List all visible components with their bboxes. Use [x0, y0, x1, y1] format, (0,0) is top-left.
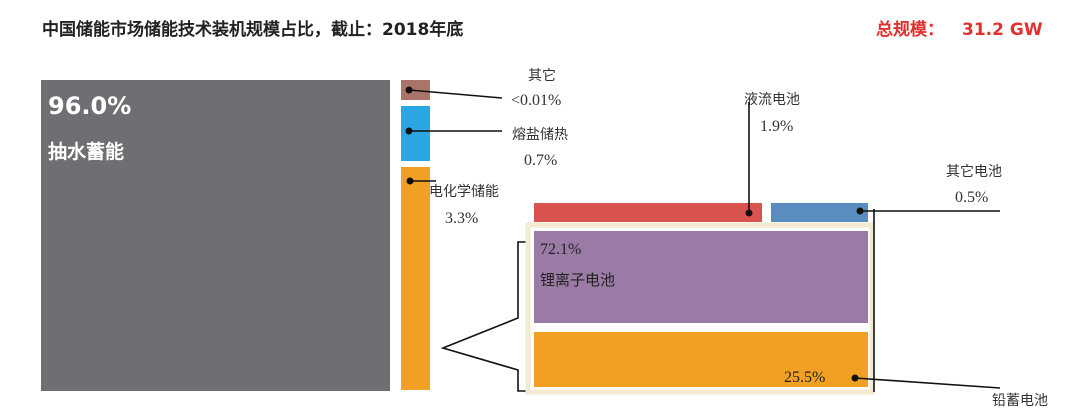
total-scale-value: 31.2 GW: [962, 20, 1043, 40]
segment-pumped-hydro: [41, 80, 390, 391]
zoom-connector: [440, 241, 528, 392]
segment-li-ion: [534, 231, 868, 323]
segment-electrochemical: [401, 167, 430, 390]
segment-lead-acid-value: 25.5%: [784, 369, 825, 386]
segment-other-battery-label: 其它电池: [946, 163, 1002, 180]
segment-electrochemical-value: 3.3%: [445, 210, 478, 227]
breakdown-panel-frame: [525, 222, 875, 395]
segment-other-battery-value: 0.5%: [955, 189, 988, 206]
segment-molten-salt-label: 熔盐储热: [512, 127, 568, 143]
segment-molten-salt-value: 0.7%: [524, 152, 557, 169]
leader-line-lead-acid: [854, 377, 1001, 389]
segment-electrochemical-label: 电化学储能: [429, 184, 499, 200]
leader-line-other: [408, 89, 503, 99]
segment-pumped-hydro-value: 96.0%: [48, 92, 131, 120]
segment-lead-acid: [534, 332, 868, 387]
segment-flow-battery-label: 液流电池: [744, 92, 800, 108]
segment-flow-battery: [534, 203, 762, 222]
segment-li-ion-label: 锂离子电池: [540, 271, 615, 289]
total-scale-label: 总规模：: [876, 19, 944, 40]
segment-other-label: 其它: [528, 67, 556, 84]
segment-pumped-hydro-label: 抽水蓄能: [48, 140, 124, 163]
chart-title: 中国储能市场储能技术装机规模占比，截止：2018年底: [42, 19, 463, 40]
segment-other-value: <0.01%: [511, 92, 561, 109]
segment-molten-salt: [401, 106, 430, 161]
segment-lead-acid-label: 铅蓄电池: [992, 393, 1048, 409]
segment-flow-battery-value: 1.9%: [760, 118, 793, 135]
segment-other-battery: [771, 203, 868, 222]
segment-li-ion-value: 72.1%: [540, 241, 581, 258]
